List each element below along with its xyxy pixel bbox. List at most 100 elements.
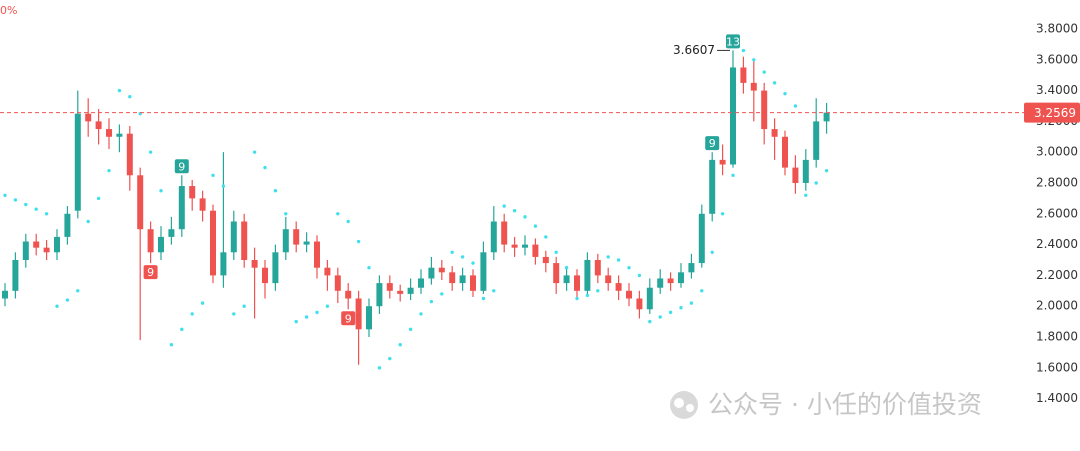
sar-dot	[408, 327, 413, 332]
y-tick-label: 3.8000	[1036, 21, 1078, 35]
candle-body	[584, 260, 591, 291]
candle-body	[272, 252, 279, 284]
candle-body	[646, 287, 653, 310]
candle-body	[366, 306, 372, 330]
candle-body	[719, 159, 726, 165]
watermark-text: 公众号 · 小任的价值投资	[708, 390, 982, 419]
y-tick-label: 2.2000	[1036, 268, 1078, 282]
sar-dot	[471, 261, 475, 265]
y-tick-label: 3.0000	[1036, 145, 1078, 159]
candle-body	[314, 241, 320, 268]
last-price-label: 3.2569	[1034, 106, 1076, 120]
sar-dot	[783, 91, 787, 96]
candle-body	[355, 298, 362, 330]
sar-dot	[242, 304, 246, 308]
sar-dot	[492, 289, 496, 293]
td-marker-label: 9	[345, 312, 352, 325]
candle-body	[522, 244, 528, 248]
candle-body	[345, 290, 352, 299]
candle-body	[698, 213, 705, 264]
candle-body	[407, 287, 414, 294]
candle-body	[657, 278, 664, 288]
candle-body	[459, 275, 466, 284]
sar-dot	[710, 250, 714, 255]
td-marker	[726, 34, 740, 49]
candle-body	[761, 90, 768, 130]
candle-body	[418, 278, 424, 288]
candle-body	[501, 221, 508, 245]
sar-dot	[762, 70, 766, 74]
sar-dots	[3, 48, 829, 370]
sar-dot	[117, 88, 122, 93]
candle-body	[678, 272, 684, 284]
sar-dot	[481, 296, 486, 301]
candle-body	[282, 229, 289, 253]
sar-dot	[86, 219, 90, 224]
candles	[2, 50, 830, 365]
candle-body	[210, 210, 216, 276]
candle-body	[85, 113, 92, 122]
sar-dot	[211, 173, 215, 177]
candle-body	[189, 186, 196, 199]
candle-body	[823, 112, 830, 122]
candle-body	[147, 229, 154, 253]
max-label: 3.6607	[673, 43, 715, 57]
sar-dot	[34, 207, 38, 211]
td-marker	[143, 265, 158, 280]
candle-body	[386, 283, 393, 291]
candle-body	[376, 283, 383, 307]
sar-dot	[679, 306, 683, 310]
sar-dot	[96, 196, 101, 201]
sar-dot	[544, 235, 548, 239]
candle-body	[802, 159, 809, 183]
watermark-icon	[670, 391, 698, 419]
sar-dot	[429, 299, 434, 304]
candle-body	[553, 263, 560, 284]
sar-dot	[512, 209, 517, 213]
sar-dot	[814, 181, 818, 185]
candle-body	[178, 186, 185, 230]
candle-body	[241, 221, 248, 261]
y-tick-label: 1.6000	[1036, 360, 1078, 374]
sar-dot	[502, 204, 506, 208]
candle-body	[615, 283, 622, 291]
sar-dot	[741, 48, 746, 53]
candle-body	[12, 260, 19, 291]
candle-body	[262, 267, 268, 284]
sar-dot	[252, 150, 257, 154]
candle-body	[626, 290, 632, 299]
sar-dot	[440, 292, 444, 296]
sar-dot	[793, 104, 798, 108]
candle-body	[64, 213, 71, 237]
sar-dot	[55, 304, 59, 308]
sar-dot	[315, 310, 319, 315]
sar-dot	[731, 173, 735, 177]
sar-dot	[606, 255, 610, 259]
candle-body	[33, 241, 40, 248]
sar-dot	[689, 301, 694, 305]
sar-dot	[65, 298, 70, 302]
y-tick-label: 3.4000	[1036, 83, 1078, 97]
candle-body	[43, 247, 50, 253]
candle-body	[667, 278, 674, 284]
td-marker-label: 9	[147, 266, 154, 279]
sar-dot	[346, 219, 350, 224]
candle-body	[563, 275, 570, 284]
sar-dot	[668, 310, 673, 315]
y-tick-label: 2.0000	[1036, 299, 1078, 313]
td-marker-label: 9	[178, 160, 185, 173]
y-tick-label: 1.4000	[1036, 391, 1078, 405]
sar-dot	[450, 250, 454, 255]
sar-dot	[752, 58, 756, 62]
sar-dot	[107, 168, 111, 173]
candle-body	[574, 275, 580, 291]
td-marker	[705, 136, 720, 151]
candle-body	[168, 229, 175, 237]
candle-body	[137, 175, 144, 230]
candle-body	[449, 272, 456, 284]
sar-dot	[637, 273, 642, 278]
sar-dot	[76, 289, 80, 293]
